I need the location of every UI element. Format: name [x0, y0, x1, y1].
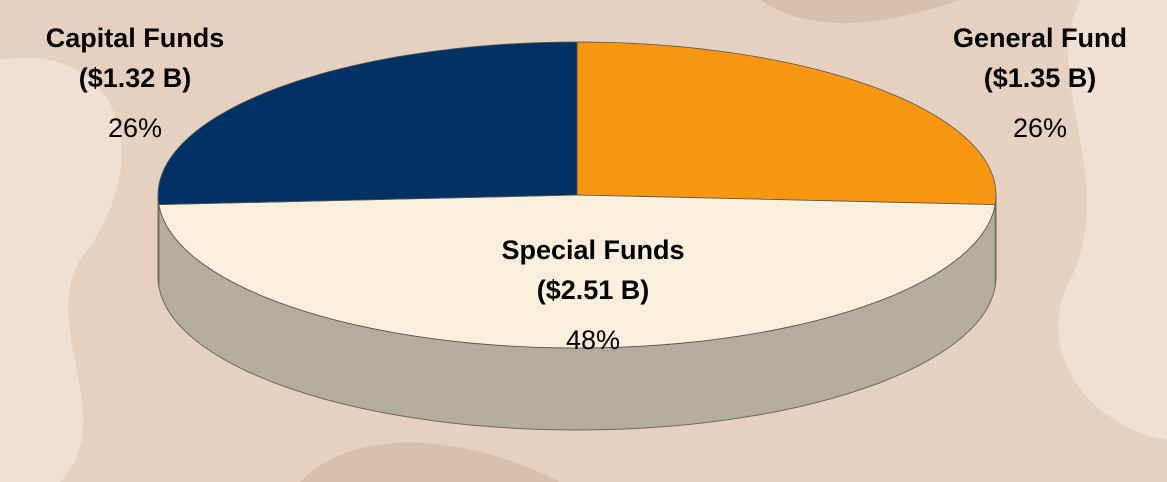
- percent-label: 26%: [108, 113, 162, 143]
- slice-label: General Fund: [953, 23, 1127, 53]
- slice-label: Special Funds: [501, 235, 684, 265]
- slice-label: Capital Funds: [46, 23, 225, 53]
- background-swirl: [300, 442, 560, 482]
- slice-side: [157, 195, 160, 287]
- pie: [157, 41, 997, 431]
- amount-label: ($2.51 B): [537, 275, 650, 305]
- slice: [157, 41, 578, 206]
- background-swirl: [0, 57, 122, 482]
- percent-label: 48%: [566, 325, 620, 355]
- amount-label: ($1.32 B): [79, 63, 192, 93]
- background-swirl: [1058, 0, 1167, 440]
- slice: [576, 41, 997, 206]
- slice: [158, 194, 996, 349]
- percent-label: 26%: [1013, 113, 1067, 143]
- amount-label: ($1.35 B): [984, 63, 1097, 93]
- background-swirl: [760, 0, 960, 24]
